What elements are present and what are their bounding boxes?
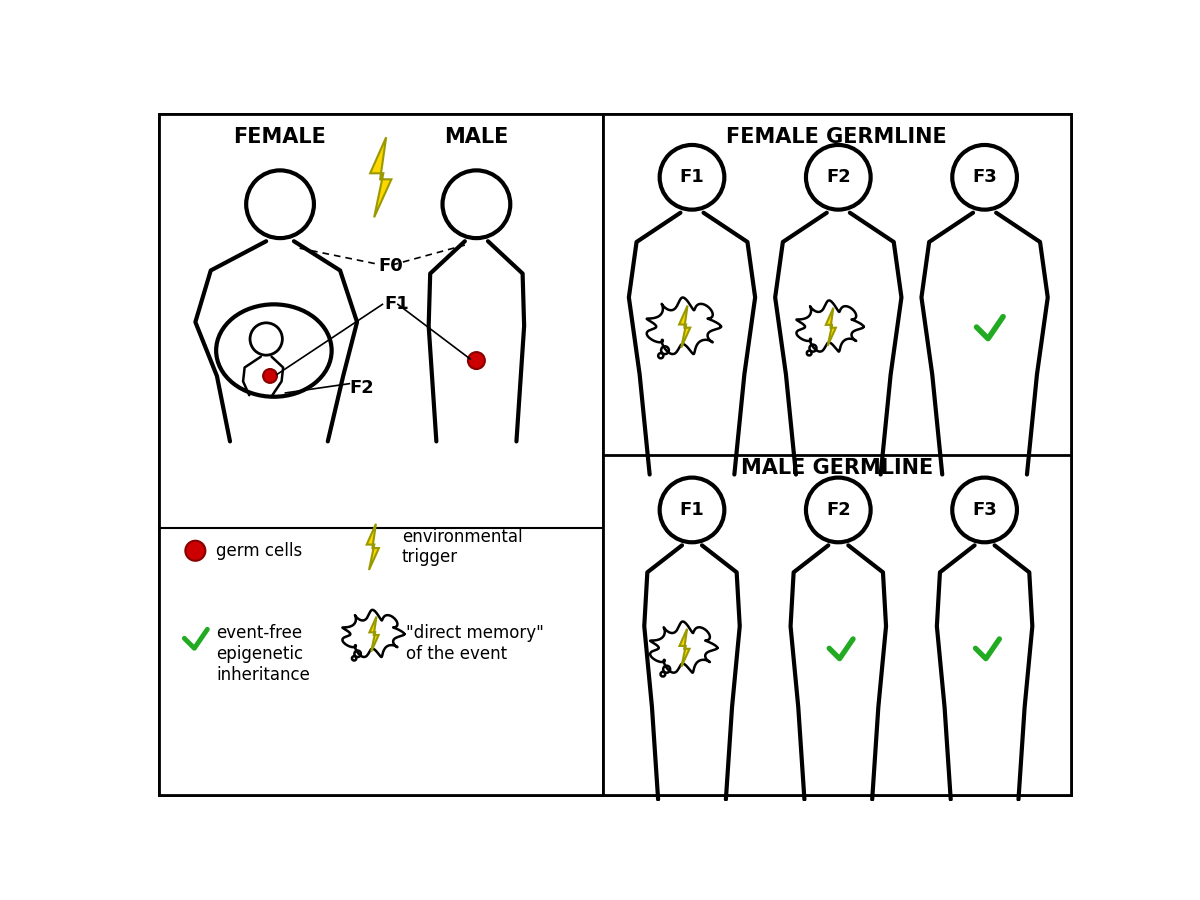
Polygon shape: [679, 306, 690, 347]
Polygon shape: [647, 298, 721, 354]
Text: MALE: MALE: [444, 127, 509, 148]
Polygon shape: [650, 622, 718, 672]
Circle shape: [354, 651, 361, 657]
Circle shape: [468, 352, 485, 369]
Text: F1: F1: [679, 168, 704, 186]
Text: germ cells: germ cells: [216, 542, 302, 560]
Circle shape: [263, 369, 277, 382]
Text: F1: F1: [384, 295, 409, 313]
Text: F1: F1: [679, 501, 704, 519]
Circle shape: [658, 353, 664, 358]
Polygon shape: [367, 524, 379, 570]
Polygon shape: [342, 610, 404, 657]
Text: "direct memory"
of the event: "direct memory" of the event: [407, 624, 545, 662]
Circle shape: [185, 541, 205, 561]
Bar: [604, 114, 1070, 795]
Polygon shape: [370, 138, 391, 217]
Circle shape: [806, 351, 811, 356]
Text: F3: F3: [972, 168, 997, 186]
Text: FEMALE: FEMALE: [234, 127, 326, 148]
Text: event-free
epigenetic
inheritance: event-free epigenetic inheritance: [216, 624, 310, 683]
Polygon shape: [797, 301, 864, 352]
Text: FEMALE GERMLINE: FEMALE GERMLINE: [726, 127, 947, 148]
Text: F0: F0: [379, 256, 403, 274]
Circle shape: [661, 346, 668, 354]
Text: F2: F2: [349, 379, 374, 397]
Text: F3: F3: [972, 501, 997, 519]
Circle shape: [352, 656, 356, 661]
Polygon shape: [679, 629, 690, 667]
Circle shape: [664, 666, 670, 672]
Text: MALE GERMLINE: MALE GERMLINE: [740, 458, 932, 479]
Text: F2: F2: [826, 501, 851, 519]
Circle shape: [660, 671, 665, 677]
Text: environmental
trigger: environmental trigger: [402, 527, 522, 566]
Bar: [160, 114, 604, 795]
Text: F2: F2: [826, 168, 851, 186]
Polygon shape: [826, 308, 836, 346]
Polygon shape: [370, 616, 379, 652]
Ellipse shape: [216, 304, 331, 397]
Circle shape: [810, 345, 816, 352]
